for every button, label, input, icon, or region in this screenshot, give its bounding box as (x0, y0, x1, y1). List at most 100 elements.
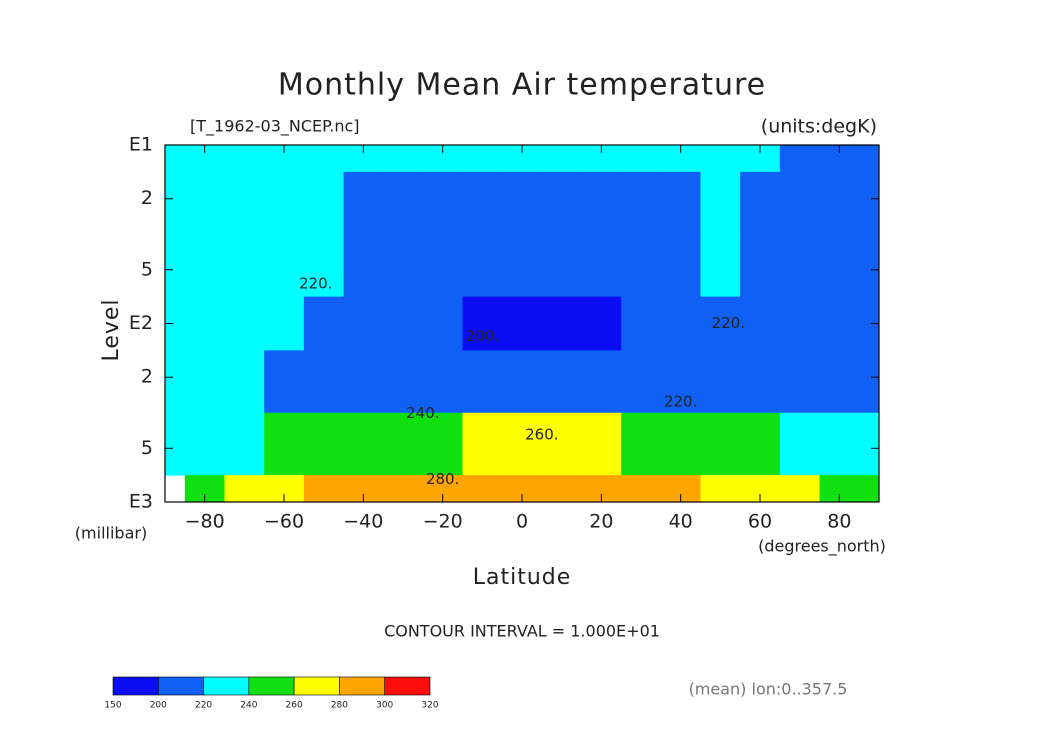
field-cell (859, 234, 880, 298)
field-cell (184, 350, 225, 414)
field-cell (343, 350, 384, 414)
field-cell (165, 234, 186, 298)
field-cell (541, 412, 582, 476)
colorbar-label: 150 (104, 701, 121, 711)
contour-label: 260. (525, 425, 558, 443)
field-cell (700, 296, 741, 351)
field-cell (700, 145, 741, 173)
field-cell (422, 296, 463, 351)
field-cell (303, 350, 344, 414)
field-cell (383, 350, 424, 414)
field-cell (502, 350, 543, 414)
field-cell (383, 234, 424, 298)
field-cell (700, 234, 741, 298)
field-cell (660, 350, 701, 414)
field-cell (165, 296, 186, 351)
field-cell (740, 171, 781, 235)
field-cell (700, 171, 741, 235)
field-cell (779, 145, 820, 173)
field-cell (859, 145, 880, 173)
field-cell (581, 350, 622, 414)
colorbar-label: 280 (331, 701, 348, 711)
field-cell (779, 234, 820, 298)
field-cell (502, 234, 543, 298)
field-cell (224, 350, 265, 414)
field-cell (462, 350, 503, 414)
field-cell (581, 296, 622, 351)
field-cell (502, 171, 543, 235)
field-cell (303, 296, 344, 351)
field-cell (224, 412, 265, 476)
x-tick-label: −80 (185, 511, 225, 533)
field-cell (621, 350, 662, 414)
field-cell (541, 296, 582, 351)
x-tick-label: −40 (343, 511, 383, 533)
field-cell (383, 412, 424, 476)
field-cell (779, 296, 820, 351)
contour-label: 220. (712, 314, 745, 332)
field-cell (621, 296, 662, 351)
field-cell (264, 296, 305, 351)
field-cell (422, 171, 463, 235)
field-cell (541, 475, 582, 503)
field-cell (343, 171, 384, 235)
x-tick-label: 0 (516, 511, 528, 533)
field-cell (383, 145, 424, 173)
field-cell (740, 350, 781, 414)
units-label: (units:degK) (761, 116, 877, 138)
field-cell (859, 350, 880, 414)
field-cell (819, 234, 860, 298)
colorbar-label: 300 (376, 701, 393, 711)
colorbar-swatch (384, 676, 431, 696)
colorbar-label: 240 (240, 701, 257, 711)
x-tick-label: 80 (827, 511, 851, 533)
field-cell (819, 412, 860, 476)
field (165, 145, 880, 503)
colorbar-swatch (293, 676, 340, 696)
colorbar-swatch (112, 676, 159, 696)
colorbar-label: 260 (286, 701, 303, 711)
field-cell (740, 296, 781, 351)
field-cell (819, 171, 860, 235)
colorbar-label: 220 (195, 701, 212, 711)
y-tick-label: 2 (141, 366, 153, 388)
field-cell (660, 296, 701, 351)
overlay: −80 −60 −40 −20 0 20 40 60 80 E1 2 5 E2 2 5 E3 220. 200. 2… (129, 134, 880, 533)
field-cell (462, 145, 503, 173)
field-cell (383, 475, 424, 503)
field-cell (264, 350, 305, 414)
x-tick-label: −60 (264, 511, 304, 533)
colorbar-swatch (339, 676, 386, 696)
field-cell (184, 234, 225, 298)
x-tick-label: 40 (669, 511, 693, 533)
field-cell (660, 171, 701, 235)
field-cell (383, 171, 424, 235)
x-units: (degrees_north) (758, 537, 886, 557)
field-cell (859, 296, 880, 351)
field-cell (541, 145, 582, 173)
field-cell (184, 171, 225, 235)
field-cell (660, 234, 701, 298)
field-cell (621, 145, 662, 173)
field-cell (502, 412, 543, 476)
field-cell (779, 171, 820, 235)
field-cell (165, 145, 186, 173)
field-cell (502, 296, 543, 351)
x-axis-label: Latitude (473, 565, 572, 590)
field-cell (660, 412, 701, 476)
x-tick-label: 60 (748, 511, 772, 533)
field-cell (462, 296, 503, 351)
x-tick-label: 20 (589, 511, 613, 533)
contour-note: CONTOUR INTERVAL = 1.000E+01 (384, 622, 660, 641)
field-cell (343, 296, 384, 351)
field-cell (303, 412, 344, 476)
y-units: (millibar) (75, 524, 147, 543)
field-cell (740, 234, 781, 298)
contour-label: 240. (406, 404, 439, 422)
field-cell (541, 350, 582, 414)
field-cell (859, 171, 880, 235)
field-cell (621, 475, 662, 503)
field-cell (819, 350, 860, 414)
field-cell (224, 475, 265, 503)
field-cell (184, 296, 225, 351)
